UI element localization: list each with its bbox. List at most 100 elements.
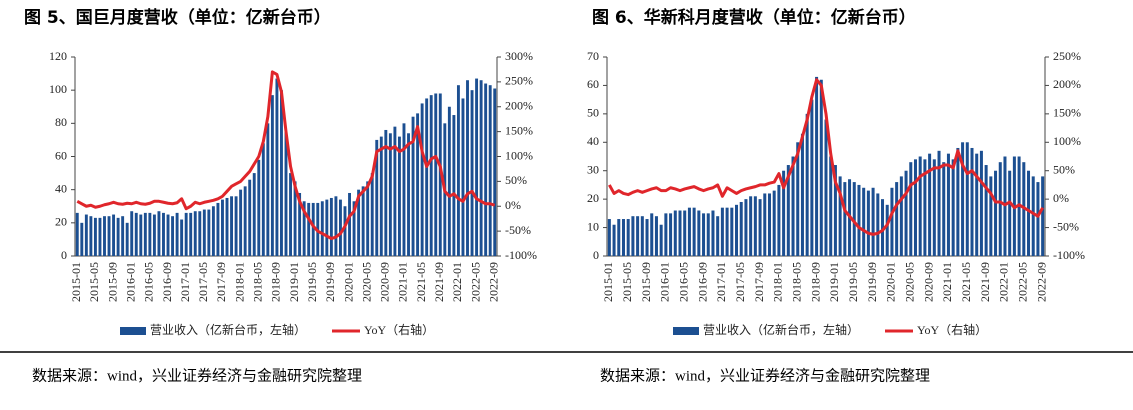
bar — [895, 182, 899, 256]
bar — [302, 201, 306, 256]
y-tick-label: 120 — [49, 49, 67, 63]
bar — [961, 142, 965, 256]
x-tick-label: 2021-05 — [959, 262, 973, 302]
bar — [230, 196, 234, 256]
bar — [885, 204, 889, 256]
bar — [338, 199, 342, 256]
bar — [166, 214, 170, 256]
bar — [475, 78, 479, 256]
bar — [843, 182, 847, 256]
bar — [243, 186, 247, 256]
bar — [239, 189, 243, 256]
bar — [456, 85, 460, 256]
bar — [626, 219, 630, 256]
bar — [143, 212, 147, 256]
y2-tick-label: 200% — [505, 99, 533, 113]
x-tick-label: 2022-09 — [486, 262, 500, 302]
bar — [621, 219, 625, 256]
bar — [216, 202, 220, 256]
y2-tick-label: 150% — [505, 123, 533, 137]
y-tick-label: 80 — [55, 115, 67, 129]
line — [76, 70, 496, 241]
bar — [357, 189, 361, 256]
x-tick-label: 2017-01 — [178, 262, 192, 302]
y-tick-label: 0 — [61, 248, 67, 262]
y2-tick-label: 0% — [505, 198, 521, 212]
bar — [876, 193, 880, 256]
bar — [640, 216, 644, 256]
x-tick-label: 2019-05 — [846, 262, 860, 302]
bar — [659, 224, 663, 256]
bar — [488, 85, 492, 256]
bar — [107, 216, 111, 256]
source: 数据来源：wind，兴业证券经济与金融研究院整理 — [600, 366, 930, 384]
x-tick-label: 2018-05 — [789, 262, 803, 302]
bar — [470, 90, 474, 257]
bar — [479, 80, 483, 256]
bar — [379, 136, 383, 256]
bar — [607, 219, 611, 256]
x-tick-label: 2022-09 — [1034, 262, 1048, 302]
y2-tick-label: 100% — [1053, 134, 1081, 148]
bar — [711, 210, 715, 256]
bar — [904, 170, 908, 256]
bar — [361, 186, 365, 256]
bar — [777, 184, 781, 256]
x-tick-label: 2016-09 — [160, 262, 174, 302]
bar — [75, 212, 79, 256]
x-tick-label: 2020-01 — [341, 262, 355, 302]
x-tick-label: 2019-01 — [287, 262, 301, 302]
bar — [257, 159, 261, 256]
bar — [207, 209, 211, 256]
y-tick-label: 50 — [587, 106, 599, 120]
bar — [84, 214, 88, 256]
bar — [162, 212, 165, 256]
y-tick-label: 20 — [587, 191, 599, 205]
bar — [189, 212, 193, 256]
bar — [329, 197, 333, 256]
bar — [171, 216, 175, 256]
bar — [918, 156, 922, 256]
y-tick-label: 100 — [49, 82, 67, 96]
bar — [866, 190, 870, 256]
y2-tick-label: 250% — [1053, 49, 1081, 63]
x-tick-label: 2015-09 — [105, 262, 119, 302]
x-tick-label: 2021-05 — [414, 262, 428, 302]
x-tick-label: 2020-05 — [903, 262, 917, 302]
bar — [130, 211, 134, 256]
x-tick-label: 2019-01 — [827, 262, 841, 302]
bar — [270, 95, 274, 257]
x-tick-label: 2020-09 — [921, 262, 935, 302]
x-tick-label: 2020-05 — [359, 262, 373, 302]
x-tick-label: 2017-05 — [196, 262, 210, 302]
bar — [782, 170, 786, 256]
bar — [429, 95, 433, 257]
bar — [852, 182, 856, 256]
bar — [899, 176, 903, 256]
x-tick-label: 2015-01 — [69, 262, 83, 302]
x-tick-label: 2018-09 — [808, 262, 822, 302]
bar — [221, 199, 224, 256]
x-tick-label: 2022-01 — [450, 262, 464, 302]
chart-title: 图 6、华新科月度营收（单位：亿新台币） — [592, 7, 916, 28]
bar — [631, 216, 635, 256]
x-tick-label: 2022-05 — [1016, 262, 1030, 302]
y2-tick-label: 0% — [1053, 191, 1069, 205]
bar — [612, 224, 616, 256]
y2-tick-label: -100% — [1053, 248, 1085, 262]
x-tick-label: 2022-05 — [468, 262, 482, 302]
bar — [384, 129, 388, 256]
x-tick-label: 2021-01 — [940, 262, 954, 302]
bar — [280, 90, 283, 257]
legend-label: 营业收入（亿新台币，左轴） — [703, 322, 859, 337]
bar — [673, 210, 677, 256]
x-tick-label: 2022-01 — [997, 262, 1011, 302]
bar — [829, 156, 833, 256]
bar — [956, 147, 960, 256]
x-tick-label: 2016-09 — [695, 262, 709, 302]
bar — [767, 193, 771, 256]
x-tick-label: 2017-09 — [752, 262, 766, 302]
bar — [307, 202, 311, 256]
bar — [984, 165, 988, 256]
x-tick-label: 2020-09 — [378, 262, 392, 302]
